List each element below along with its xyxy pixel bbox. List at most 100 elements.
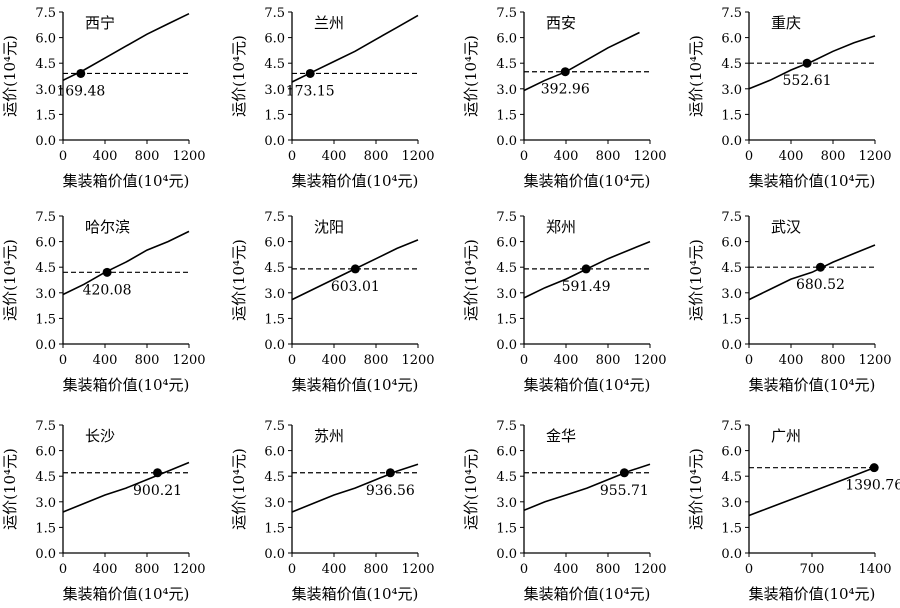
y-tick-label: 6.0 (264, 445, 285, 460)
x-tick-label: 400 (554, 562, 579, 577)
y-tick-label: 7.5 (264, 419, 285, 434)
x-tick-label: 0 (288, 353, 296, 368)
x-tick-label: 1200 (401, 353, 434, 368)
y-tick-label: 7.5 (721, 210, 742, 225)
y-tick-label: 6.0 (496, 236, 517, 251)
breakeven-value-label: 392.96 (541, 82, 590, 98)
series-line (748, 244, 876, 301)
city-label: 西宁 (85, 14, 115, 32)
x-axis-label: 集装箱价值(10⁴元) (749, 376, 876, 394)
y-tick-label: 6.0 (721, 445, 742, 460)
y-tick-label: 7.5 (35, 419, 56, 434)
y-tick-label: 1.5 (496, 108, 517, 123)
city-label: 重庆 (771, 14, 801, 32)
breakeven-value-label: 680.52 (796, 277, 845, 293)
y-tick-label: 1.5 (496, 521, 517, 536)
y-tick-label: 0.0 (264, 134, 285, 149)
x-axis-label: 集装箱价值(10⁴元) (749, 585, 876, 603)
y-tick-label: 7.5 (496, 210, 517, 225)
y-tick-label: 3.0 (264, 496, 285, 511)
y-axis-label: 运价(10⁴元) (230, 239, 248, 321)
breakeven-point (385, 468, 395, 478)
y-tick-label: 4.5 (264, 470, 285, 485)
x-tick-label: 0 (59, 562, 67, 577)
x-tick-label: 0 (745, 353, 753, 368)
panel-6: 0.0 1.5 3.0 4.5 6.0 7.5 0 400 800 1200 集装箱价值(10⁴元)… (230, 210, 435, 394)
y-tick-label: 7.5 (721, 419, 742, 434)
y-tick-label: 1.5 (35, 312, 56, 327)
y-tick-label: 1.5 (264, 108, 285, 123)
city-label: 哈尔滨 (85, 218, 130, 236)
y-axis-label: 运价(10⁴元) (1, 35, 19, 117)
y-tick-label: 4.5 (721, 57, 742, 72)
series-line (748, 35, 876, 90)
y-tick-label: 4.5 (721, 261, 742, 276)
x-tick-label: 0 (520, 562, 528, 577)
y-tick-label: 6.0 (496, 445, 517, 460)
panel-11: 0.0 1.5 3.0 4.5 6.0 7.5 0 400 800 1200 集装箱价值(10⁴元)… (462, 419, 667, 603)
y-tick-label: 6.0 (35, 236, 56, 251)
x-tick-label: 400 (93, 562, 118, 577)
breakeven-point (102, 267, 112, 277)
x-tick-label: 400 (554, 149, 579, 164)
x-tick-label: 800 (596, 149, 621, 164)
y-tick-label: 0.0 (721, 134, 742, 149)
breakeven-value-label: 552.61 (783, 73, 832, 89)
panel-2: 0.0 1.5 3.0 4.5 6.0 7.5 0 400 800 1200 集装箱价值(10⁴元)… (230, 6, 435, 190)
breakeven-point (869, 463, 879, 473)
y-tick-label: 6.0 (264, 32, 285, 47)
y-axis-label: 运价(10⁴元) (687, 35, 705, 117)
y-tick-label: 3.0 (496, 83, 517, 98)
breakeven-value-label: 591.49 (562, 279, 611, 295)
y-tick-label: 1.5 (721, 108, 742, 123)
y-tick-label: 4.5 (496, 261, 517, 276)
x-tick-label: 1200 (172, 562, 205, 577)
y-tick-label: 6.0 (721, 32, 742, 47)
x-axis-label: 集装箱价值(10⁴元) (63, 585, 190, 603)
series-line (62, 230, 190, 296)
city-label: 长沙 (85, 427, 115, 445)
breakeven-point (76, 68, 86, 78)
x-tick-label: 1200 (633, 149, 666, 164)
x-tick-label: 400 (779, 149, 804, 164)
x-tick-label: 0 (59, 149, 67, 164)
x-axis-label: 集装箱价值(10⁴元) (524, 585, 651, 603)
y-tick-label: 3.0 (35, 496, 56, 511)
y-tick-label: 4.5 (264, 57, 285, 72)
x-tick-label: 800 (364, 562, 389, 577)
y-tick-label: 7.5 (35, 6, 56, 21)
series-line (291, 463, 419, 513)
y-tick-label: 7.5 (496, 419, 517, 434)
y-tick-label: 7.5 (264, 210, 285, 225)
y-tick-label: 4.5 (35, 261, 56, 276)
y-tick-label: 0.0 (721, 547, 742, 562)
y-tick-label: 7.5 (35, 210, 56, 225)
y-tick-label: 4.5 (496, 470, 517, 485)
x-axis-label: 集装箱价值(10⁴元) (749, 172, 876, 190)
x-tick-label: 800 (135, 562, 160, 577)
breakeven-value-label: 900.21 (133, 483, 182, 499)
y-tick-label: 6.0 (496, 32, 517, 47)
breakeven-value-label: 955.71 (600, 483, 649, 499)
y-tick-label: 6.0 (721, 236, 742, 251)
x-tick-label: 400 (554, 353, 579, 368)
y-tick-label: 6.0 (264, 236, 285, 251)
y-tick-label: 0.0 (35, 338, 56, 353)
x-tick-label: 0 (745, 149, 753, 164)
breakeven-point (153, 468, 163, 478)
series-line (523, 463, 651, 512)
y-tick-label: 0.0 (35, 134, 56, 149)
y-axis-label: 运价(10⁴元) (687, 448, 705, 530)
breakeven-point (815, 262, 825, 272)
y-tick-label: 7.5 (264, 6, 285, 21)
x-tick-label: 800 (821, 149, 846, 164)
series-line (748, 466, 875, 517)
y-tick-label: 0.0 (721, 338, 742, 353)
panel-3: 0.0 1.5 3.0 4.5 6.0 7.5 0 400 800 1200 集装箱价值(10⁴元)… (462, 6, 667, 190)
y-tick-label: 4.5 (35, 470, 56, 485)
breakeven-value-label: 936.56 (366, 483, 415, 499)
x-tick-label: 1200 (401, 149, 434, 164)
breakeven-point (305, 68, 315, 78)
x-tick-label: 1200 (401, 562, 434, 577)
